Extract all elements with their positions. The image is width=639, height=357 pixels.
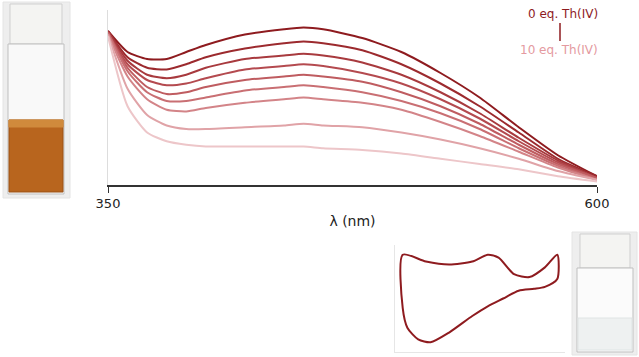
svg-text:350: 350: [96, 196, 121, 211]
svg-text:600: 600: [585, 196, 610, 211]
svg-text:0 eq. Th(IV): 0 eq. Th(IV): [528, 7, 598, 21]
svg-text:λ (nm): λ (nm): [329, 213, 375, 229]
svg-text:10 eq. Th(IV): 10 eq. Th(IV): [520, 43, 598, 57]
